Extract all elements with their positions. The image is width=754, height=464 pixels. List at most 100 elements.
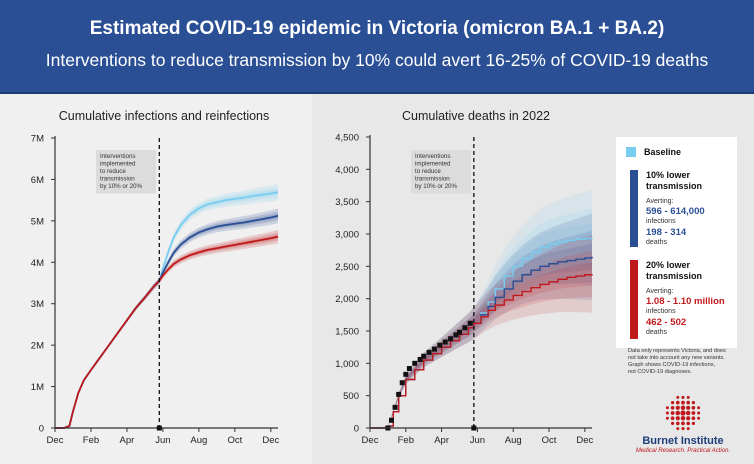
logo-dot bbox=[691, 405, 696, 410]
observed-point bbox=[457, 329, 463, 335]
legend-swatch-lower10 bbox=[630, 170, 638, 247]
burnet-logo: Burnet Institute Medical Research. Pract… bbox=[628, 392, 738, 462]
chart-title: Cumulative infections and reinfections bbox=[59, 109, 270, 123]
legend-baseline-label: Baseline bbox=[644, 147, 682, 157]
logo-dot bbox=[670, 416, 675, 421]
annotation-line: Interventions bbox=[415, 153, 450, 160]
logo-dot bbox=[691, 416, 696, 421]
y-tick-label: 2,500 bbox=[335, 262, 359, 273]
logo-dot bbox=[686, 421, 691, 426]
observed-point bbox=[448, 336, 454, 342]
x-tick-label: Jun bbox=[155, 435, 170, 446]
logo-dot bbox=[670, 411, 675, 415]
logo-dot bbox=[676, 427, 680, 431]
y-tick-label: 500 bbox=[343, 391, 359, 402]
x-tick-label: Dec bbox=[262, 435, 279, 446]
uncertainty-band bbox=[370, 243, 592, 428]
logo-dot bbox=[675, 410, 681, 416]
logo-dot bbox=[670, 421, 675, 426]
logo-dot bbox=[681, 421, 685, 426]
logo-dot bbox=[691, 411, 696, 415]
y-tick-label: 4,500 bbox=[335, 133, 359, 144]
y-tick-label: 0 bbox=[354, 424, 359, 435]
observed-point bbox=[406, 366, 412, 372]
legend-lower20-title-1: 20% lower bbox=[646, 260, 691, 270]
y-tick-label: 4M bbox=[31, 258, 44, 269]
legend-box: Baseline 10% lower transmission Averting… bbox=[616, 137, 737, 348]
logo-name: Burnet Institute bbox=[642, 435, 724, 447]
annotation-box bbox=[411, 150, 471, 194]
note-line: Graph shows COVID-19 infections, bbox=[628, 362, 716, 368]
burnet-logo-mark-icon bbox=[665, 395, 701, 431]
annotation-line: to reduce bbox=[415, 168, 441, 175]
legend-lower20-title-2: transmission bbox=[646, 271, 703, 281]
legend-lower20-averting: Averting: bbox=[646, 288, 674, 295]
uncertainty-band bbox=[370, 250, 592, 428]
observed-point bbox=[431, 346, 437, 352]
logo-dot bbox=[675, 400, 680, 405]
x-tick-label: Apr bbox=[120, 435, 135, 446]
y-tick-label: 7M bbox=[31, 134, 44, 145]
logo-dot bbox=[675, 421, 680, 426]
logo-dot bbox=[697, 411, 701, 415]
observed-point bbox=[421, 353, 427, 359]
uncertainty-band bbox=[370, 230, 592, 428]
page-title: Estimated COVID-19 epidemic in Victoria … bbox=[89, 18, 665, 39]
y-tick-label: 5M bbox=[31, 216, 44, 227]
logo-dot bbox=[685, 410, 691, 416]
logo-dot bbox=[665, 411, 669, 415]
legend-lower10-infections-value: 596 - 614,000 bbox=[646, 206, 705, 217]
legend-lower20-infections-value: 1.08 - 1.10 million bbox=[646, 296, 725, 307]
observed-point bbox=[453, 332, 459, 338]
logo-dot bbox=[681, 395, 685, 399]
page-subtitle: Interventions to reduce transmission by … bbox=[45, 50, 709, 70]
uncertainty-band bbox=[370, 262, 592, 428]
legend-lower20-infections-label: infections bbox=[646, 308, 676, 315]
observed-point bbox=[467, 320, 473, 326]
series-line-20-lower-transmission bbox=[370, 274, 593, 429]
x-tick-label: Dec bbox=[47, 435, 64, 446]
x-tick-label: Feb bbox=[83, 435, 99, 446]
logo-dot bbox=[681, 427, 685, 431]
legend-lower20-deaths-label: deaths bbox=[646, 329, 668, 336]
deaths-chart: Cumulative deaths in 2022 0 500 1,000 1,500 2… bbox=[335, 109, 593, 446]
logo-tagline: Medical Research. Practical Action. bbox=[635, 448, 731, 454]
legend-swatch-lower20 bbox=[630, 260, 638, 339]
x-tick-label: Oct bbox=[227, 435, 242, 446]
uncertainty-band bbox=[370, 235, 592, 428]
logo-dot bbox=[686, 395, 690, 399]
y-tick-label: 3,500 bbox=[335, 197, 359, 208]
annotation-line: by 10% or 20% bbox=[100, 183, 142, 190]
chart-title: Cumulative deaths in 2022 bbox=[402, 109, 550, 123]
legend-lower10-deaths-label: deaths bbox=[646, 239, 668, 246]
annotation-line: transmission bbox=[100, 176, 135, 183]
note-line: Data only represents Victoria, and does bbox=[628, 348, 726, 354]
observed-point bbox=[388, 417, 394, 423]
annotation-box bbox=[96, 150, 156, 194]
chart-notes: Data only represents Victoria, and does … bbox=[628, 348, 750, 376]
legend-lower10-title-1: 10% lower bbox=[646, 170, 691, 180]
logo-dot bbox=[665, 416, 669, 420]
observed-point bbox=[392, 404, 398, 410]
intervention-marker bbox=[471, 425, 477, 431]
legend-lower10-deaths-value: 198 - 314 bbox=[646, 227, 687, 238]
x-tick-label: Dec bbox=[362, 435, 379, 446]
annotation-line: implemented bbox=[415, 161, 451, 168]
series-line-20-lower-transmission bbox=[55, 235, 279, 429]
logo-dot bbox=[675, 416, 680, 421]
observed-point bbox=[462, 325, 468, 331]
logo-dot bbox=[686, 427, 690, 431]
y-tick-label: 3M bbox=[31, 299, 44, 310]
y-tick-label: 2,000 bbox=[335, 294, 359, 305]
observed-point bbox=[403, 371, 409, 377]
logo-dot bbox=[680, 405, 686, 411]
observed-point bbox=[442, 339, 448, 345]
x-tick-label: Feb bbox=[398, 435, 414, 446]
annotation-line: by 10% or 20% bbox=[415, 183, 457, 190]
logo-dot bbox=[686, 405, 691, 410]
logo-dot bbox=[697, 416, 701, 420]
legend-lower10-title-2: transmission bbox=[646, 181, 703, 191]
x-tick-label: Dec bbox=[576, 435, 593, 446]
x-tick-label: Apr bbox=[434, 435, 449, 446]
